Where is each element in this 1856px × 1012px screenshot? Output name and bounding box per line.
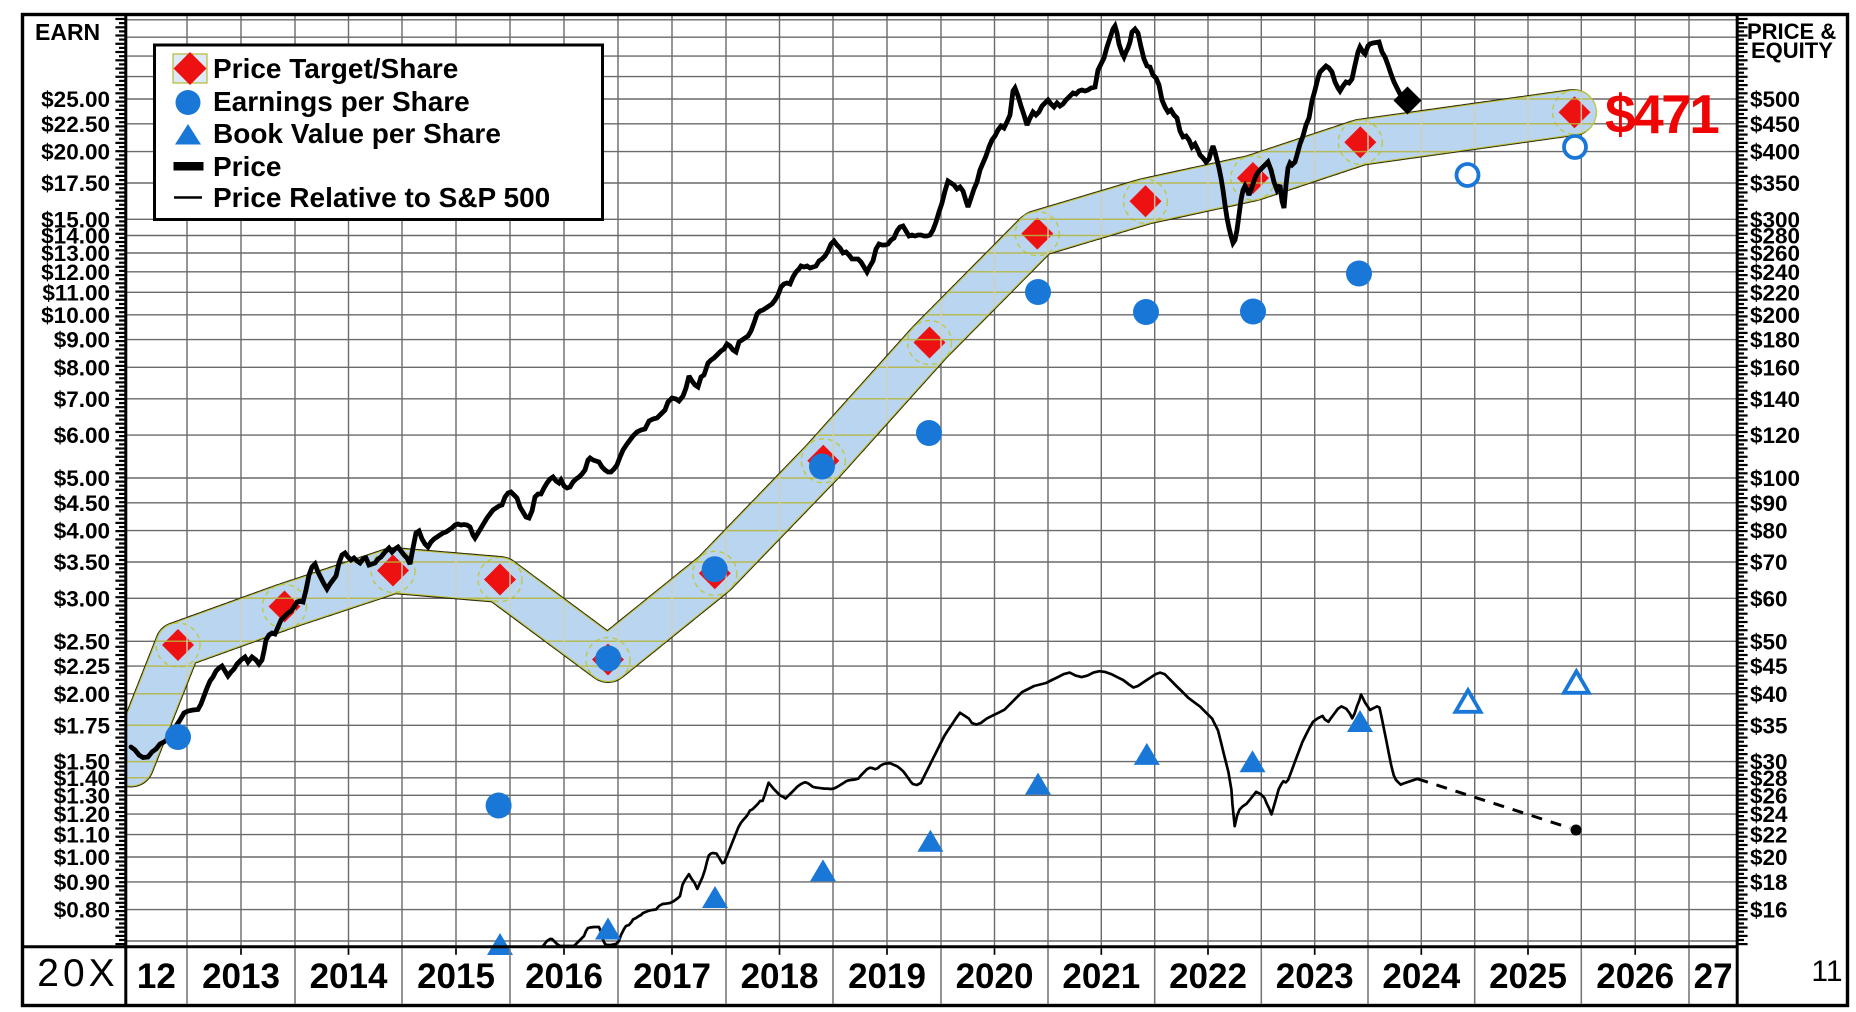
svg-text:$80: $80 <box>1750 519 1788 544</box>
svg-text:$6.00: $6.00 <box>54 423 110 448</box>
svg-text:EARN: EARN <box>35 19 100 45</box>
svg-text:$2.25: $2.25 <box>54 654 110 679</box>
svg-text:$120: $120 <box>1750 423 1800 448</box>
svg-text:$90: $90 <box>1750 491 1788 516</box>
svg-text:$20: $20 <box>1750 845 1788 870</box>
svg-text:$20.00: $20.00 <box>41 140 110 165</box>
svg-text:$350: $350 <box>1750 171 1800 196</box>
svg-text:$14.00: $14.00 <box>41 224 110 249</box>
svg-text:2021: 2021 <box>1062 957 1140 996</box>
svg-text:$45: $45 <box>1750 654 1788 679</box>
svg-text:$1.40: $1.40 <box>54 766 110 791</box>
svg-text:20X: 20X <box>37 952 118 995</box>
svg-text:$220: $220 <box>1750 280 1800 305</box>
svg-text:$471: $471 <box>1605 83 1719 145</box>
svg-text:$200: $200 <box>1750 303 1800 328</box>
svg-text:$26: $26 <box>1750 783 1788 808</box>
svg-text:$3.00: $3.00 <box>54 586 110 611</box>
svg-text:$8.00: $8.00 <box>54 355 110 380</box>
svg-text:$280: $280 <box>1750 224 1800 249</box>
svg-text:$1.20: $1.20 <box>54 802 110 827</box>
svg-text:Price Target/Share: Price Target/Share <box>213 53 458 84</box>
svg-text:$260: $260 <box>1750 241 1800 266</box>
svg-text:$30: $30 <box>1750 750 1788 775</box>
svg-text:$24: $24 <box>1750 802 1788 827</box>
svg-text:$140: $140 <box>1750 387 1800 412</box>
svg-text:$7.00: $7.00 <box>54 387 110 412</box>
svg-text:2015: 2015 <box>417 957 495 996</box>
svg-text:$1.30: $1.30 <box>54 783 110 808</box>
svg-text:Price Relative to S&P 500: Price Relative to S&P 500 <box>213 182 550 213</box>
svg-text:27: 27 <box>1694 957 1733 996</box>
svg-text:EQUITY: EQUITY <box>1751 38 1833 63</box>
svg-text:$18: $18 <box>1750 870 1788 895</box>
svg-text:$450: $450 <box>1750 112 1800 137</box>
svg-text:Book Value per Share: Book Value per Share <box>213 118 501 149</box>
svg-text:$11.00: $11.00 <box>42 280 110 305</box>
svg-text:$5.00: $5.00 <box>54 466 110 491</box>
svg-text:$22.50: $22.50 <box>41 112 110 137</box>
svg-text:2016: 2016 <box>525 957 603 996</box>
svg-text:$17.50: $17.50 <box>41 171 110 196</box>
svg-text:12: 12 <box>137 957 176 996</box>
svg-text:$16: $16 <box>1750 898 1788 923</box>
svg-text:$4.00: $4.00 <box>54 519 110 544</box>
svg-text:$13.00: $13.00 <box>41 241 110 266</box>
svg-text:$3.50: $3.50 <box>54 550 110 575</box>
svg-text:$28: $28 <box>1750 766 1788 791</box>
svg-text:$70: $70 <box>1750 550 1788 575</box>
svg-text:Price: Price <box>213 151 282 182</box>
svg-text:$400: $400 <box>1750 140 1800 165</box>
svg-text:PRICE &: PRICE & <box>1747 19 1836 44</box>
svg-text:$300: $300 <box>1750 207 1800 232</box>
svg-text:$60: $60 <box>1750 586 1788 611</box>
svg-text:$1.10: $1.10 <box>54 823 110 848</box>
svg-text:$2.50: $2.50 <box>54 629 110 654</box>
svg-text:2025: 2025 <box>1489 957 1567 996</box>
svg-text:11: 11 <box>1811 955 1842 988</box>
svg-text:$1.75: $1.75 <box>54 713 110 738</box>
svg-text:$4.50: $4.50 <box>54 491 110 516</box>
svg-text:$2.00: $2.00 <box>54 682 110 707</box>
svg-text:Earnings per Share: Earnings per Share <box>213 86 470 117</box>
svg-text:$40: $40 <box>1750 682 1788 707</box>
svg-text:$15.00: $15.00 <box>41 207 110 232</box>
svg-text:$12.00: $12.00 <box>41 260 110 285</box>
svg-text:$160: $160 <box>1750 355 1800 380</box>
svg-text:$35: $35 <box>1750 713 1788 738</box>
svg-text:$100: $100 <box>1750 466 1800 491</box>
svg-text:$50: $50 <box>1750 629 1788 654</box>
svg-text:2019: 2019 <box>848 957 926 996</box>
svg-text:2017: 2017 <box>633 957 711 996</box>
svg-text:2023: 2023 <box>1276 957 1354 996</box>
svg-text:2013: 2013 <box>202 957 280 996</box>
svg-text:$25.00: $25.00 <box>41 87 110 112</box>
svg-text:$1.00: $1.00 <box>54 845 110 870</box>
svg-text:2024: 2024 <box>1382 957 1460 996</box>
svg-text:$22: $22 <box>1750 823 1788 848</box>
svg-text:2022: 2022 <box>1169 957 1247 996</box>
svg-text:2020: 2020 <box>956 957 1034 996</box>
svg-text:$240: $240 <box>1750 260 1800 285</box>
svg-text:2014: 2014 <box>310 957 388 996</box>
svg-text:$500: $500 <box>1750 87 1800 112</box>
svg-text:2018: 2018 <box>741 957 819 996</box>
svg-text:$0.90: $0.90 <box>54 870 110 895</box>
svg-text:$0.80: $0.80 <box>54 898 110 923</box>
svg-text:$9.00: $9.00 <box>54 328 110 353</box>
svg-text:$180: $180 <box>1750 328 1800 353</box>
svg-text:$10.00: $10.00 <box>41 303 110 328</box>
svg-text:2026: 2026 <box>1596 957 1674 996</box>
svg-text:$1.50: $1.50 <box>54 750 110 775</box>
